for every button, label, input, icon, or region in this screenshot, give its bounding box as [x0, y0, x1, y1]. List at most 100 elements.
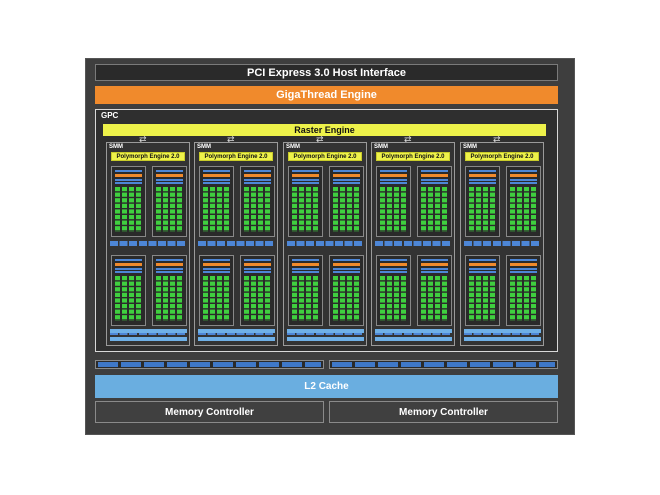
polymorph-engine: Polymorph Engine 2.0 — [199, 152, 273, 161]
register-file — [469, 271, 496, 273]
texture-cache — [464, 329, 541, 333]
raster-engine: Raster Engine — [103, 124, 546, 136]
dispatch-unit — [292, 268, 319, 270]
warp-scheduler — [421, 174, 448, 177]
cuda-core-grid — [469, 276, 496, 321]
smm-processing-block — [111, 255, 146, 326]
register-file — [115, 271, 142, 273]
dispatch-unit — [244, 179, 271, 181]
dispatch-unit — [203, 179, 230, 181]
load-store-units — [287, 241, 364, 246]
polymorph-engine: Polymorph Engine 2.0 — [376, 152, 450, 161]
instruction-buffer — [469, 170, 496, 172]
warp-scheduler — [156, 174, 183, 177]
register-file — [156, 182, 183, 184]
warp-scheduler — [380, 263, 407, 266]
warp-scheduler — [421, 263, 448, 266]
dispatch-unit — [115, 179, 142, 181]
cuda-core-grid — [469, 187, 496, 232]
dispatch-unit — [115, 268, 142, 270]
warp-scheduler — [244, 174, 271, 177]
smm-processing-block — [240, 255, 275, 326]
polymorph-engine: Polymorph Engine 2.0 — [288, 152, 362, 161]
bidirectional-arrow-icon: ⇄ — [139, 135, 147, 145]
cuda-core-grid — [156, 276, 183, 321]
cuda-core-grid — [380, 276, 407, 321]
smm-2: SMM Polymorph Engine 2.0 — [194, 142, 278, 346]
cuda-core-grid — [203, 276, 230, 321]
smm-processing-block — [417, 166, 452, 237]
bidirectional-arrow-icon: ⇄ — [316, 135, 324, 145]
smm-label: SMM — [109, 144, 123, 150]
smm-processing-block — [288, 255, 323, 326]
warp-scheduler — [380, 174, 407, 177]
smm-3: SMM Polymorph Engine 2.0 — [283, 142, 367, 346]
dispatch-unit — [421, 179, 448, 181]
smm-label: SMM — [463, 144, 477, 150]
bidirectional-arrow-icon: ⇄ — [493, 135, 501, 145]
smm-processing-block — [152, 255, 187, 326]
register-file — [203, 271, 230, 273]
warp-scheduler — [115, 174, 142, 177]
cuda-core-grid — [244, 187, 271, 232]
instruction-buffer — [203, 259, 230, 261]
warp-scheduler — [292, 263, 319, 266]
texture-cache — [287, 329, 364, 333]
l2-crossbar-left — [95, 360, 324, 369]
register-file — [292, 182, 319, 184]
warp-scheduler — [333, 263, 360, 266]
smm-label: SMM — [197, 144, 211, 150]
register-file — [292, 271, 319, 273]
register-file — [244, 182, 271, 184]
shared-memory — [198, 337, 275, 341]
register-file — [244, 271, 271, 273]
smm-processing-block — [111, 166, 146, 237]
cuda-core-grid — [510, 276, 537, 321]
instruction-buffer — [244, 259, 271, 261]
cuda-core-grid — [421, 187, 448, 232]
cuda-core-grid — [115, 187, 142, 232]
texture-cache — [198, 329, 275, 333]
load-store-units — [464, 241, 541, 246]
smm-processing-block — [465, 166, 500, 237]
shared-memory — [287, 337, 364, 341]
smm-4: SMM Polymorph Engine 2.0 — [371, 142, 455, 346]
register-file — [380, 271, 407, 273]
instruction-buffer — [421, 259, 448, 261]
dispatch-unit — [156, 268, 183, 270]
texture-cache — [375, 329, 452, 333]
cuda-core-grid — [421, 276, 448, 321]
smm-processing-block — [240, 166, 275, 237]
bidirectional-arrow-icon: ⇄ — [227, 135, 235, 145]
cuda-core-grid — [333, 276, 360, 321]
cuda-core-grid — [380, 187, 407, 232]
register-file — [510, 271, 537, 273]
warp-scheduler — [333, 174, 360, 177]
dispatch-unit — [380, 179, 407, 181]
cuda-core-grid — [156, 187, 183, 232]
dispatch-unit — [469, 268, 496, 270]
register-file — [203, 182, 230, 184]
instruction-buffer — [510, 259, 537, 261]
polymorph-engine: Polymorph Engine 2.0 — [111, 152, 185, 161]
register-file — [421, 271, 448, 273]
warp-scheduler — [203, 174, 230, 177]
load-store-units — [375, 241, 452, 246]
dispatch-unit — [333, 268, 360, 270]
warp-scheduler — [244, 263, 271, 266]
cuda-core-grid — [292, 276, 319, 321]
dispatch-unit — [469, 179, 496, 181]
instruction-buffer — [156, 259, 183, 261]
smm-processing-block — [329, 166, 364, 237]
smm-processing-block — [152, 166, 187, 237]
smm-label: SMM — [374, 144, 388, 150]
instruction-buffer — [510, 170, 537, 172]
load-store-units — [110, 241, 187, 246]
warp-scheduler — [469, 174, 496, 177]
cuda-core-grid — [203, 187, 230, 232]
cuda-core-grid — [115, 276, 142, 321]
warp-scheduler — [469, 263, 496, 266]
dispatch-unit — [510, 179, 537, 181]
instruction-buffer — [292, 259, 319, 261]
instruction-buffer — [244, 170, 271, 172]
